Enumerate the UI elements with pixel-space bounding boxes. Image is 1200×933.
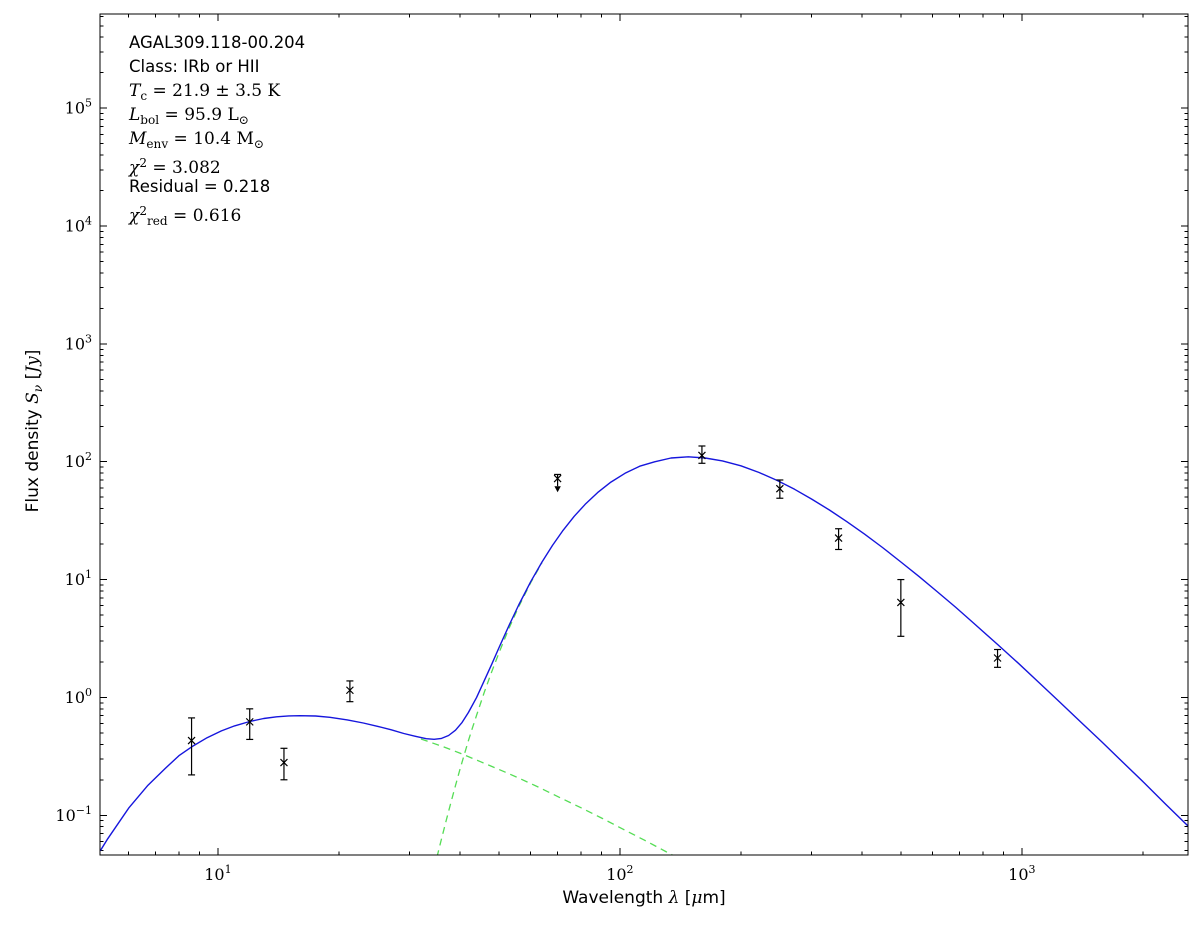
x-marker bbox=[993, 654, 1002, 662]
y-tick-label: 104 bbox=[65, 215, 92, 236]
annotation-line: Menv = 10.4 M⊙ bbox=[129, 129, 264, 151]
annotation-block: AGAL309.118-00.204 Class: IRb or HII Tc = … bbox=[129, 31, 306, 228]
y-tick-label: 10−1 bbox=[55, 804, 92, 825]
y-tick-label: 100 bbox=[65, 686, 92, 707]
upper-limit-arrow bbox=[554, 486, 561, 493]
tick-labels: 101 102 103 10−1 100 101 102 103 104 105 bbox=[55, 97, 1035, 884]
y-tick-label: 101 bbox=[65, 568, 92, 589]
annotation-line: Residual = 0.218 bbox=[129, 177, 271, 196]
data-point bbox=[187, 717, 196, 776]
x-tick-label: 103 bbox=[1008, 863, 1035, 884]
x-axis-label: Wavelength λ [μm] bbox=[562, 888, 726, 908]
component-cold-greybody-curve bbox=[436, 562, 543, 855]
annotation-line: χ2 = 3.082 bbox=[129, 156, 221, 178]
x-tick-label: 102 bbox=[606, 863, 633, 884]
data-point bbox=[345, 680, 354, 703]
annotation-line: Class: IRb or HII bbox=[129, 57, 260, 76]
model-curves bbox=[100, 456, 1188, 855]
y-tick-label: 105 bbox=[65, 97, 92, 118]
data-point bbox=[896, 578, 905, 637]
data-points bbox=[187, 445, 1002, 781]
data-point bbox=[245, 708, 254, 741]
y-tick-label: 102 bbox=[65, 450, 92, 471]
model-total-curve bbox=[100, 456, 1188, 852]
annotation-line: χ2red = 0.616 bbox=[129, 204, 242, 228]
component-hot-blackbody-curve bbox=[420, 738, 674, 855]
data-point bbox=[775, 479, 784, 499]
data-point bbox=[834, 528, 843, 551]
data-point bbox=[553, 473, 562, 493]
x-marker bbox=[553, 474, 562, 483]
annotation-line: AGAL309.118-00.204 bbox=[129, 33, 306, 52]
x-marker bbox=[698, 451, 706, 460]
x-marker bbox=[345, 686, 354, 695]
x-tick-label: 101 bbox=[204, 863, 231, 884]
data-point bbox=[993, 648, 1002, 668]
x-marker bbox=[280, 758, 288, 767]
data-point bbox=[280, 747, 288, 781]
x-marker bbox=[834, 534, 843, 542]
x-marker bbox=[896, 598, 905, 607]
plot-border bbox=[99, 13, 1189, 856]
x-marker bbox=[187, 736, 196, 745]
y-tick-label: 103 bbox=[65, 332, 92, 353]
y-axis-label: Flux density Sν [Jy] bbox=[23, 349, 45, 513]
annotation-line: Lbol = 95.9 L⊙ bbox=[129, 105, 249, 127]
x-marker bbox=[245, 717, 254, 726]
axis-ticks bbox=[100, 14, 1188, 855]
annotation-line: Tc = 21.9 ± 3.5 K bbox=[129, 81, 281, 103]
data-point bbox=[698, 445, 706, 464]
x-marker bbox=[775, 484, 784, 493]
